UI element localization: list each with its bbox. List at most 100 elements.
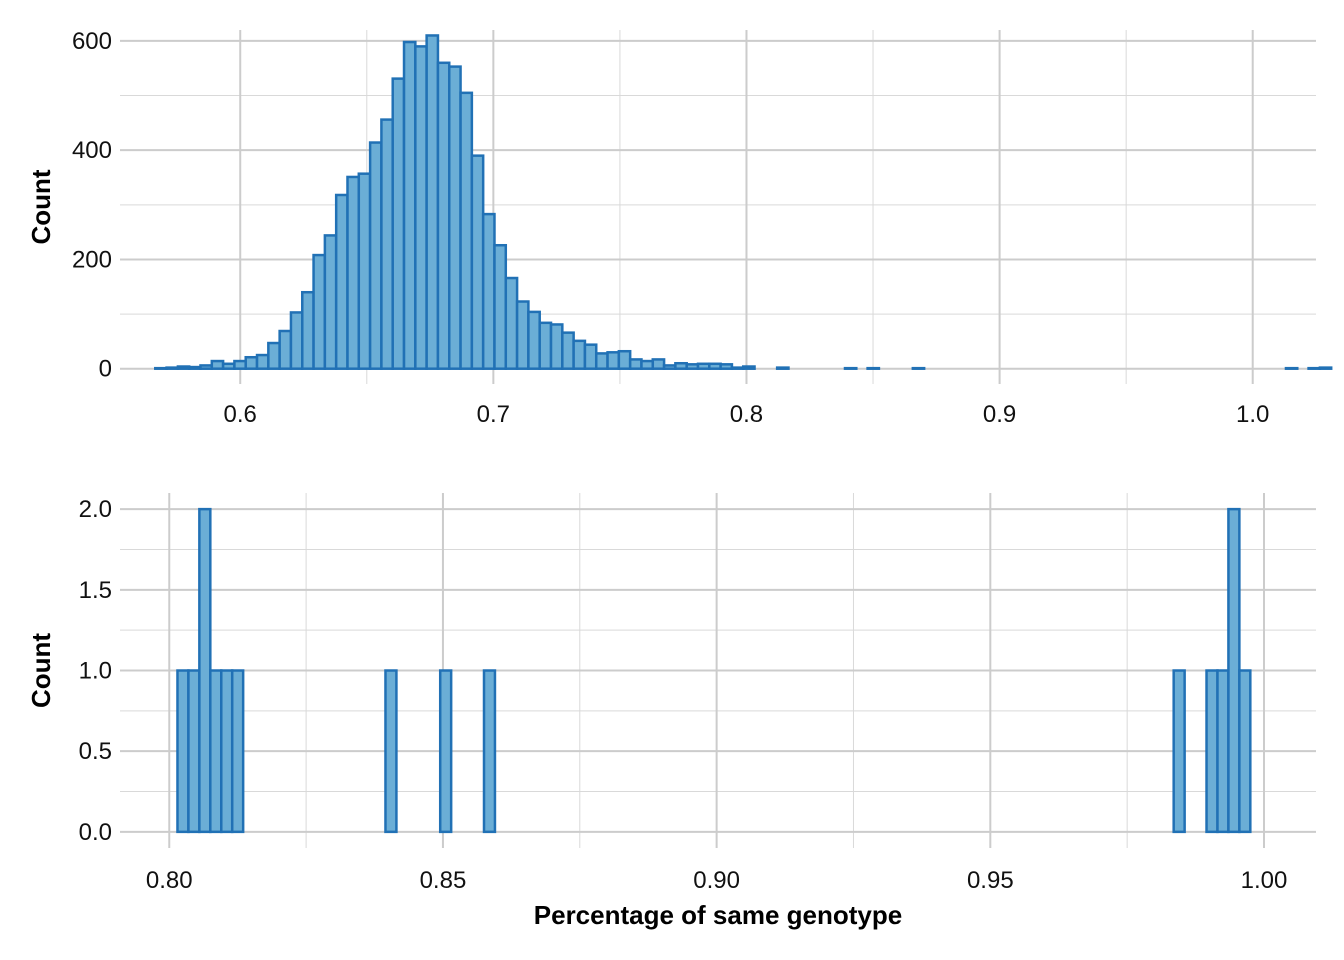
histogram-bar — [527, 310, 541, 370]
x-tick-label: 0.6 — [224, 401, 257, 428]
histogram-bar — [651, 358, 666, 370]
x-tick-label: 0.90 — [693, 867, 740, 894]
histogram-bar — [1284, 366, 1299, 370]
x-tick-label: 0.95 — [967, 867, 1014, 894]
histogram-bar — [255, 353, 270, 370]
histogram-bars — [176, 507, 1252, 834]
histogram-bar — [470, 154, 485, 370]
histogram-bar — [594, 352, 609, 370]
histogram-bar — [244, 355, 259, 370]
histogram-bar — [696, 362, 711, 370]
histogram-bar — [775, 366, 790, 370]
histogram-bar — [230, 669, 245, 834]
histogram-bar — [493, 243, 508, 370]
histogram-bar — [323, 234, 338, 370]
y-tick-label: 2.0 — [79, 496, 112, 523]
histogram-bar — [911, 366, 926, 370]
histogram-bar — [357, 172, 372, 370]
histogram-bar — [220, 669, 234, 834]
x-tick-label: 0.7 — [477, 401, 510, 428]
histogram-bar — [380, 118, 394, 370]
histogram-bar — [1172, 669, 1186, 834]
histogram-bar — [278, 329, 293, 370]
histogram-bar — [402, 40, 417, 370]
histogram-bar — [438, 669, 453, 834]
y-tick-label: 0.0 — [79, 819, 112, 846]
histogram-bar — [1318, 366, 1333, 370]
histogram-bar — [221, 362, 236, 370]
histogram-bar — [165, 366, 180, 370]
histogram-bar — [1227, 507, 1241, 834]
histogram-bar — [187, 669, 201, 834]
x-tick-label: 0.9 — [983, 401, 1016, 428]
histogram-bar — [187, 365, 202, 370]
y-tick-label: 0 — [99, 356, 112, 383]
y-tick-label: 200 — [72, 246, 112, 273]
histogram-bar — [176, 365, 191, 370]
histogram-bar — [1238, 669, 1252, 834]
y-tick-label: 0.5 — [79, 738, 112, 765]
histogram-bar — [482, 669, 497, 834]
y-axis-title: Count — [26, 633, 56, 708]
y-tick-label: 1.0 — [79, 658, 112, 685]
histogram-bar — [391, 77, 406, 370]
x-tick-label: 1.00 — [1241, 867, 1288, 894]
histogram-bar — [289, 311, 304, 370]
histogram-bar — [436, 61, 451, 370]
bottom-histogram-panel: 0.80 0.85 0.90 0.95 1.00 0.0 0.5 1.0 1.5 2.0 Count… — [26, 493, 1316, 930]
histogram-bar — [448, 65, 462, 370]
top-histogram-panel: 0.6 0.7 0.8 0.9 1.0 0 200 400 600 Count — [26, 28, 1333, 428]
histogram-bar — [843, 366, 858, 370]
histogram-bar — [210, 359, 225, 370]
histogram-bar — [866, 366, 881, 370]
histogram-bar — [549, 323, 564, 370]
y-tick-label: 400 — [72, 137, 112, 164]
histogram-bar — [617, 349, 632, 370]
y-axis-title: Count — [26, 169, 56, 244]
x-tick-label: 0.85 — [420, 867, 467, 894]
x-tick-label: 1.0 — [1236, 401, 1269, 428]
histogram-bar — [685, 363, 700, 370]
histogram-bar — [301, 290, 315, 370]
histogram-bar — [719, 363, 734, 370]
histogram-bar — [267, 341, 281, 370]
histogram-bar — [628, 358, 643, 370]
histogram-bar — [1307, 366, 1322, 370]
histogram-bar — [154, 366, 168, 370]
histogram-bars — [154, 34, 1333, 370]
histogram-bar — [312, 253, 327, 370]
histogram-bar — [730, 366, 745, 370]
histogram-bar — [198, 507, 212, 834]
histogram-bar — [209, 669, 223, 834]
histogram-bar — [538, 321, 553, 370]
histogram-bar — [459, 91, 474, 370]
histogram-bar — [481, 212, 496, 370]
histogram-bar — [572, 339, 587, 370]
histogram-bar — [1205, 669, 1219, 834]
histogram-bar — [708, 362, 722, 370]
y-tick-label: 600 — [72, 28, 112, 55]
histogram-bar — [583, 343, 598, 370]
histogram-bar — [515, 300, 530, 370]
histogram-bar — [1216, 669, 1230, 834]
x-tick-label: 0.8 — [730, 401, 763, 428]
histogram-bar — [606, 351, 621, 370]
histogram-bar — [741, 365, 756, 370]
x-tick-label: 0.80 — [146, 867, 193, 894]
histogram-bar — [414, 45, 428, 370]
histogram-bar — [176, 669, 190, 834]
histogram-bar — [384, 669, 398, 834]
histogram-bar — [346, 175, 361, 370]
histogram-bar — [640, 359, 655, 370]
x-axis-title: Percentage of same genotype — [534, 900, 902, 930]
histogram-bar — [334, 193, 349, 370]
histogram-bar — [233, 359, 247, 370]
histogram-bar — [662, 364, 677, 370]
histogram-bar — [199, 364, 214, 370]
y-tick-label: 1.5 — [79, 577, 112, 604]
histogram-bar — [425, 34, 440, 370]
histogram-bar — [368, 141, 383, 370]
histogram-bar — [561, 331, 575, 370]
histogram-bar — [504, 276, 519, 370]
